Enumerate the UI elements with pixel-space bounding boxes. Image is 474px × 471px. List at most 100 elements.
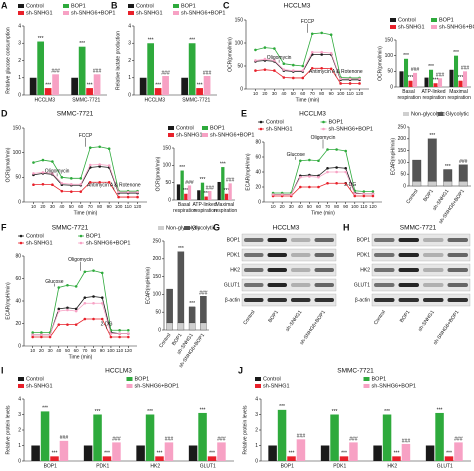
data-point — [326, 181, 329, 185]
data-point — [31, 333, 34, 337]
data-point — [335, 166, 338, 169]
series-line — [273, 171, 373, 195]
legend-label: BOP1 — [86, 233, 101, 239]
data-point — [83, 296, 87, 299]
legend-label: Control — [26, 376, 44, 382]
blot-band — [423, 238, 444, 242]
legend-label: BOP1 — [372, 376, 387, 382]
bar-segment — [443, 169, 453, 182]
bar — [198, 412, 207, 461]
legend-swatch — [390, 25, 396, 29]
data-point — [107, 164, 111, 167]
x-tick-label: BOP1 — [44, 463, 58, 469]
legend-swatch — [202, 126, 208, 130]
significance: ### — [454, 437, 463, 443]
bar — [154, 88, 162, 95]
data-point — [362, 190, 366, 193]
data-point — [98, 180, 101, 184]
series-line — [32, 302, 129, 336]
significance: ### — [461, 66, 470, 72]
legend-label: Glycolytic — [446, 111, 470, 117]
data-point — [40, 333, 43, 337]
data-point — [310, 32, 314, 36]
blot-lane-label: BOP1 — [399, 309, 412, 324]
x-tick-label: 50 — [69, 204, 75, 209]
data-point — [32, 172, 35, 175]
significance: *** — [104, 451, 110, 457]
significance: *** — [52, 451, 58, 457]
y-tick-label: 50 — [237, 63, 243, 69]
bar — [207, 456, 217, 461]
blot-lane-label: sh-SNHG1 — [417, 309, 436, 332]
x-tick-label: 120 — [356, 91, 364, 96]
x-tick-label: ATP-linked respiration — [192, 202, 217, 214]
y-tick-label: 50 — [15, 175, 21, 181]
legend-label: Control — [176, 125, 194, 131]
blot-band — [244, 268, 264, 272]
series-line — [255, 32, 360, 79]
legend-label: sh-SNHG1 — [398, 24, 425, 30]
blot-band — [374, 238, 395, 242]
x-tick-label: Control — [405, 188, 419, 205]
blot-band — [267, 268, 287, 272]
x-tick-label: Maximal respiration — [446, 89, 471, 101]
bar — [86, 88, 93, 95]
panel-label: C — [223, 0, 230, 10]
data-point — [329, 67, 333, 71]
legend-swatch — [437, 112, 444, 116]
bar — [112, 442, 121, 461]
data-point — [344, 181, 347, 185]
significance: *** — [157, 451, 163, 457]
bar — [188, 43, 196, 95]
x-tick-label: 70 — [82, 348, 88, 353]
legend-label: Control — [398, 17, 416, 23]
data-point — [292, 69, 295, 72]
legend-swatch — [363, 377, 370, 381]
legend-label: sh-SNHG1 — [263, 383, 290, 389]
data-point — [320, 67, 323, 70]
bar — [217, 442, 226, 461]
x-tick-label: HK2 — [150, 463, 160, 469]
significance: *** — [429, 133, 435, 139]
y-tick-label: 4 — [255, 396, 258, 402]
significance: ### — [93, 69, 102, 75]
data-point — [117, 190, 120, 194]
bar — [268, 445, 277, 461]
bar — [147, 43, 155, 95]
y-tick-label: 100 — [385, 53, 394, 59]
x-tick-label: 30 — [272, 91, 278, 96]
data-point — [273, 47, 276, 50]
legend-swatch — [431, 18, 437, 22]
blot-band — [398, 238, 419, 242]
data-point — [317, 175, 320, 179]
x-tick-label: 20 — [39, 348, 45, 353]
data-point — [310, 67, 314, 70]
x-tick-label: 30 — [289, 204, 295, 209]
blot-lane-label: sh-SNHG6+BOP1 — [432, 309, 460, 346]
significance: *** — [203, 191, 209, 197]
data-point — [74, 285, 78, 288]
blot-title: SMMC-7721 — [400, 225, 437, 232]
bar-segment — [188, 306, 196, 324]
y-axis-label: Relative glucose consumption — [5, 27, 11, 94]
blot-band — [447, 283, 468, 287]
legend-swatch — [255, 377, 261, 381]
blot-band — [314, 298, 334, 302]
x-tick-label: 120 — [369, 204, 377, 209]
series-line — [33, 146, 138, 192]
blot-strip — [371, 293, 471, 307]
legend-swatch — [126, 384, 133, 388]
series-line — [255, 67, 360, 84]
series-line — [33, 181, 138, 198]
blot-band — [447, 298, 468, 302]
significance: ### — [297, 434, 306, 440]
blot-band — [374, 268, 395, 272]
x-tick-label: 20 — [40, 204, 46, 209]
y-tick-label: 0 — [240, 86, 243, 92]
y-tick-label: 2 — [128, 58, 131, 64]
y-tick-label: 250 — [398, 124, 407, 130]
blot-band — [314, 283, 334, 287]
y-tick-label: 0 — [255, 458, 258, 464]
data-point — [107, 180, 111, 184]
